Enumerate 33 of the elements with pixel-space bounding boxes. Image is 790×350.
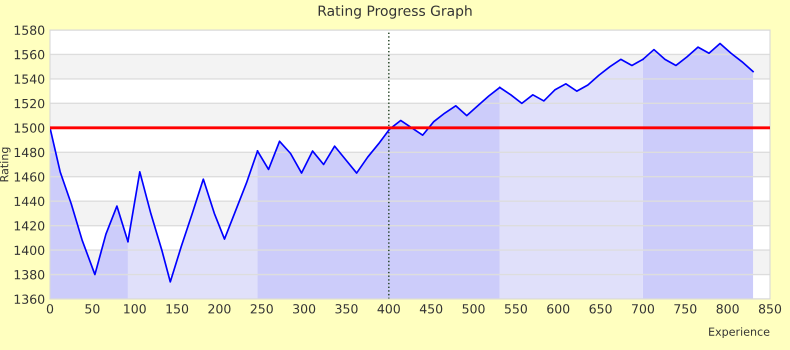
y-tick-label: 1480 bbox=[14, 148, 44, 158]
x-tick-label: 550 bbox=[504, 304, 527, 314]
x-tick-label: 800 bbox=[716, 304, 739, 314]
x-axis-title: Experience bbox=[709, 327, 770, 338]
x-tick-label: 500 bbox=[462, 304, 485, 314]
x-tick-label: 150 bbox=[166, 304, 188, 314]
x-tick-label: 50 bbox=[85, 304, 100, 314]
x-tick-label: 750 bbox=[674, 304, 696, 314]
y-axis-title: Rating bbox=[0, 148, 11, 182]
x-tick-label: 300 bbox=[293, 304, 316, 314]
y-tick-label: 1440 bbox=[14, 196, 44, 206]
x-tick-label: 450 bbox=[420, 304, 442, 314]
y-tick-label: 1360 bbox=[14, 294, 44, 304]
chart-title: Rating Progress Graph bbox=[318, 5, 472, 19]
y-tick-label: 1500 bbox=[14, 123, 44, 133]
y-tick-label: 1380 bbox=[14, 270, 44, 280]
x-tick-label: 850 bbox=[758, 304, 782, 314]
x-tick-label: 400 bbox=[378, 304, 400, 314]
y-tick-label: 1420 bbox=[14, 221, 44, 231]
x-tick-label: 250 bbox=[250, 304, 273, 314]
x-tick-label: 350 bbox=[335, 304, 358, 314]
x-tick-label: 0 bbox=[46, 304, 54, 314]
y-tick-label: 1460 bbox=[14, 172, 44, 182]
x-tick-label: 100 bbox=[124, 304, 146, 314]
y-tick-label: 1400 bbox=[14, 246, 44, 256]
y-tick-label: 1580 bbox=[14, 25, 44, 35]
x-tick-label: 700 bbox=[632, 304, 654, 314]
x-tick-label: 650 bbox=[590, 304, 612, 314]
y-tick-label: 1520 bbox=[14, 98, 44, 108]
y-tick-label: 1560 bbox=[14, 50, 44, 60]
x-tick-label: 200 bbox=[208, 304, 231, 314]
y-tick-label: 1540 bbox=[14, 74, 44, 84]
x-tick-label: 600 bbox=[547, 304, 570, 314]
